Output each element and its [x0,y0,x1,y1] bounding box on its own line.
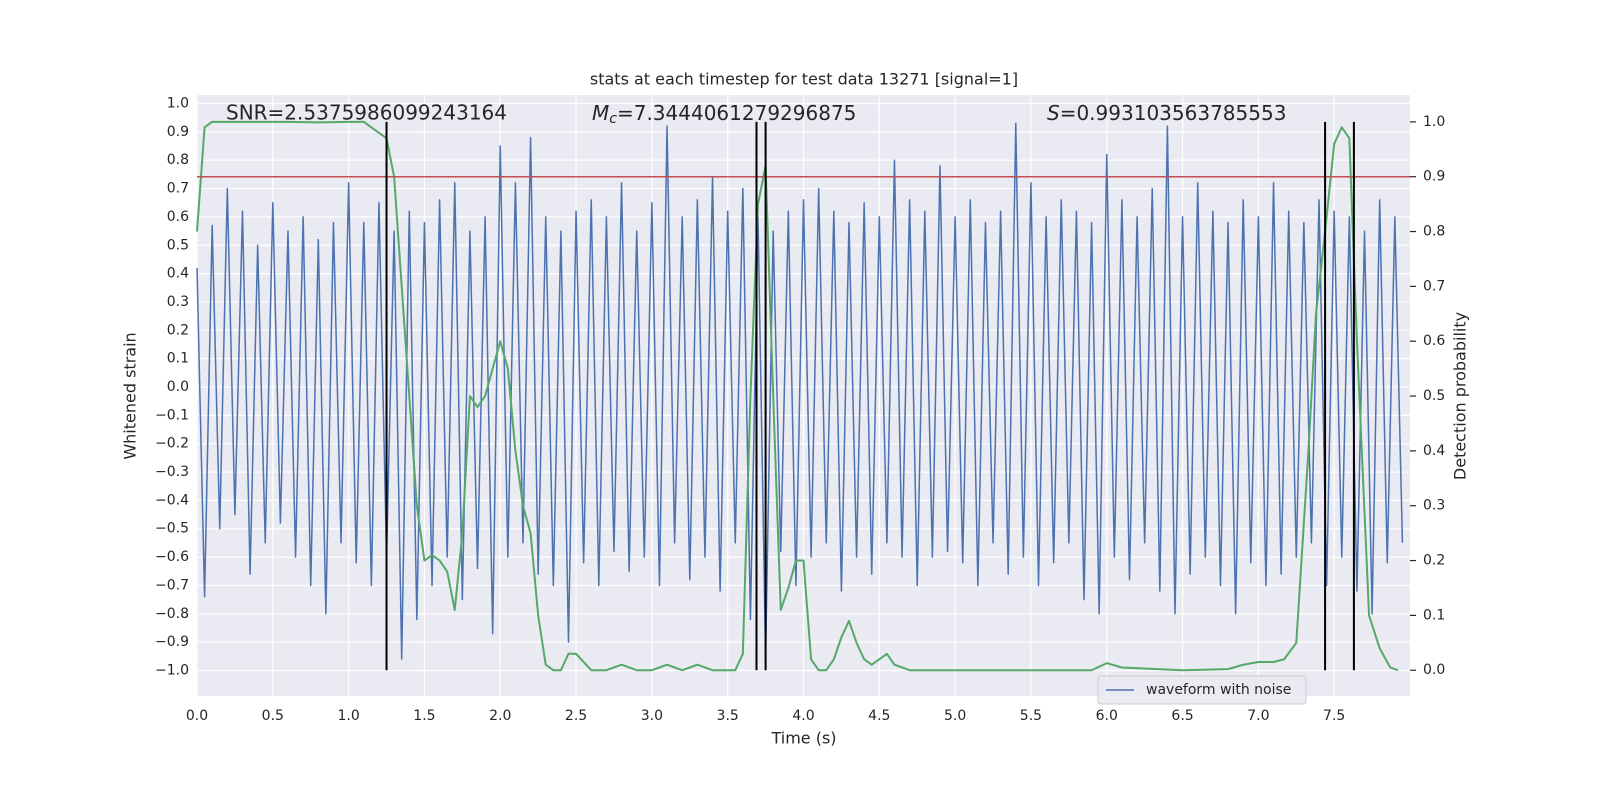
y-tick-label: 0.1 [167,351,189,367]
y-tick-label: −0.5 [155,521,189,537]
y2-tick-label: 0.3 [1423,498,1445,514]
y-tick-label: −0.6 [155,549,189,565]
y-tick-label: −0.3 [155,464,189,480]
x-axis-label: Time (s) [770,729,836,748]
y-tick-label: 0.8 [167,152,189,168]
annotation-subscript: c [609,111,617,127]
x-tick-label: 3.5 [717,708,739,724]
x-tick-label: 7.0 [1247,708,1269,724]
y-tick-label: −0.1 [155,407,189,423]
x-tick-label: 6.0 [1096,708,1118,724]
y2-tick-label: 0.5 [1423,388,1445,404]
annotation-value: =0.993103563785553 [1060,101,1287,125]
y2-tick-label: 0.1 [1423,607,1445,623]
chart-title: stats at each timestep for test data 132… [590,70,1018,89]
annotation: Mc=7.3444061279296875 [592,101,856,128]
y-tick-label: 0.0 [167,379,189,395]
y2-tick-label: 0.8 [1423,224,1445,240]
y-tick-label: −0.4 [155,492,189,508]
annotation: SNR=2.5375986099243164 [226,101,507,125]
probability-line [196,120,1399,672]
y2-tick-label: 0.6 [1423,333,1445,349]
annotation: S=0.993103563785553 [1047,101,1286,125]
y-tick-label: −1.0 [155,662,189,678]
annotation-value: =7.3444061279296875 [617,101,856,125]
x-tick-label: 0.5 [262,708,284,724]
y-tick-label: 1.0 [167,96,189,112]
y-tick-label: 0.9 [167,124,189,140]
y-tick-label: −0.8 [155,606,189,622]
y2-tick-label: 0.4 [1423,443,1445,459]
x-tick-label: 5.5 [1020,708,1042,724]
waveform-line [196,122,1404,660]
x-tick-label: 6.5 [1171,708,1193,724]
y-tick-label: 0.7 [167,181,189,197]
y-tick-label: −0.7 [155,577,189,593]
labels: 0.0 0.5 1.0 1.5 2.0 2.5 3.0 3.5 4.0 4.5 5.0 5.5 6.0 6… [155,96,1445,724]
x-tick-label: 3.0 [641,708,663,724]
y2-tick-label: 1.0 [1423,114,1445,130]
y2-axis-label: Detection probability [1451,312,1470,480]
y-tick-label: −0.9 [155,634,189,650]
x-tick-label: 1.0 [337,708,359,724]
annotation-symbol: S [1047,101,1060,125]
annotation-symbol: M [592,101,609,125]
y-axis-label: Whitened strain [121,332,140,459]
x-tick-label: 0.0 [186,708,208,724]
x-tick-label: 4.5 [868,708,890,724]
x-tick-label: 7.5 [1323,708,1345,724]
y2-tick-label: 0.2 [1423,553,1445,569]
x-tick-label: 2.0 [489,708,511,724]
marks [196,120,1410,672]
y-tick-label: −0.2 [155,436,189,452]
y2-tick-label: 0.0 [1423,662,1445,678]
x-tick-label: 2.5 [565,708,587,724]
y-tick-label: 0.6 [167,209,189,225]
y-tick-label: 0.3 [167,294,189,310]
x-tick-label: 1.5 [413,708,435,724]
x-tick-label: 4.0 [792,708,814,724]
legend-label: waveform with noise [1146,682,1291,698]
y2-tick-label: 0.9 [1423,169,1445,185]
legend-box [1097,675,1307,705]
y-tick-label: 0.2 [167,322,189,338]
y-tick-label: 0.5 [167,237,189,253]
y-tick-label: 0.4 [167,266,189,282]
y2-tick-label: 0.7 [1423,278,1445,294]
x-tick-label: 5.0 [944,708,966,724]
